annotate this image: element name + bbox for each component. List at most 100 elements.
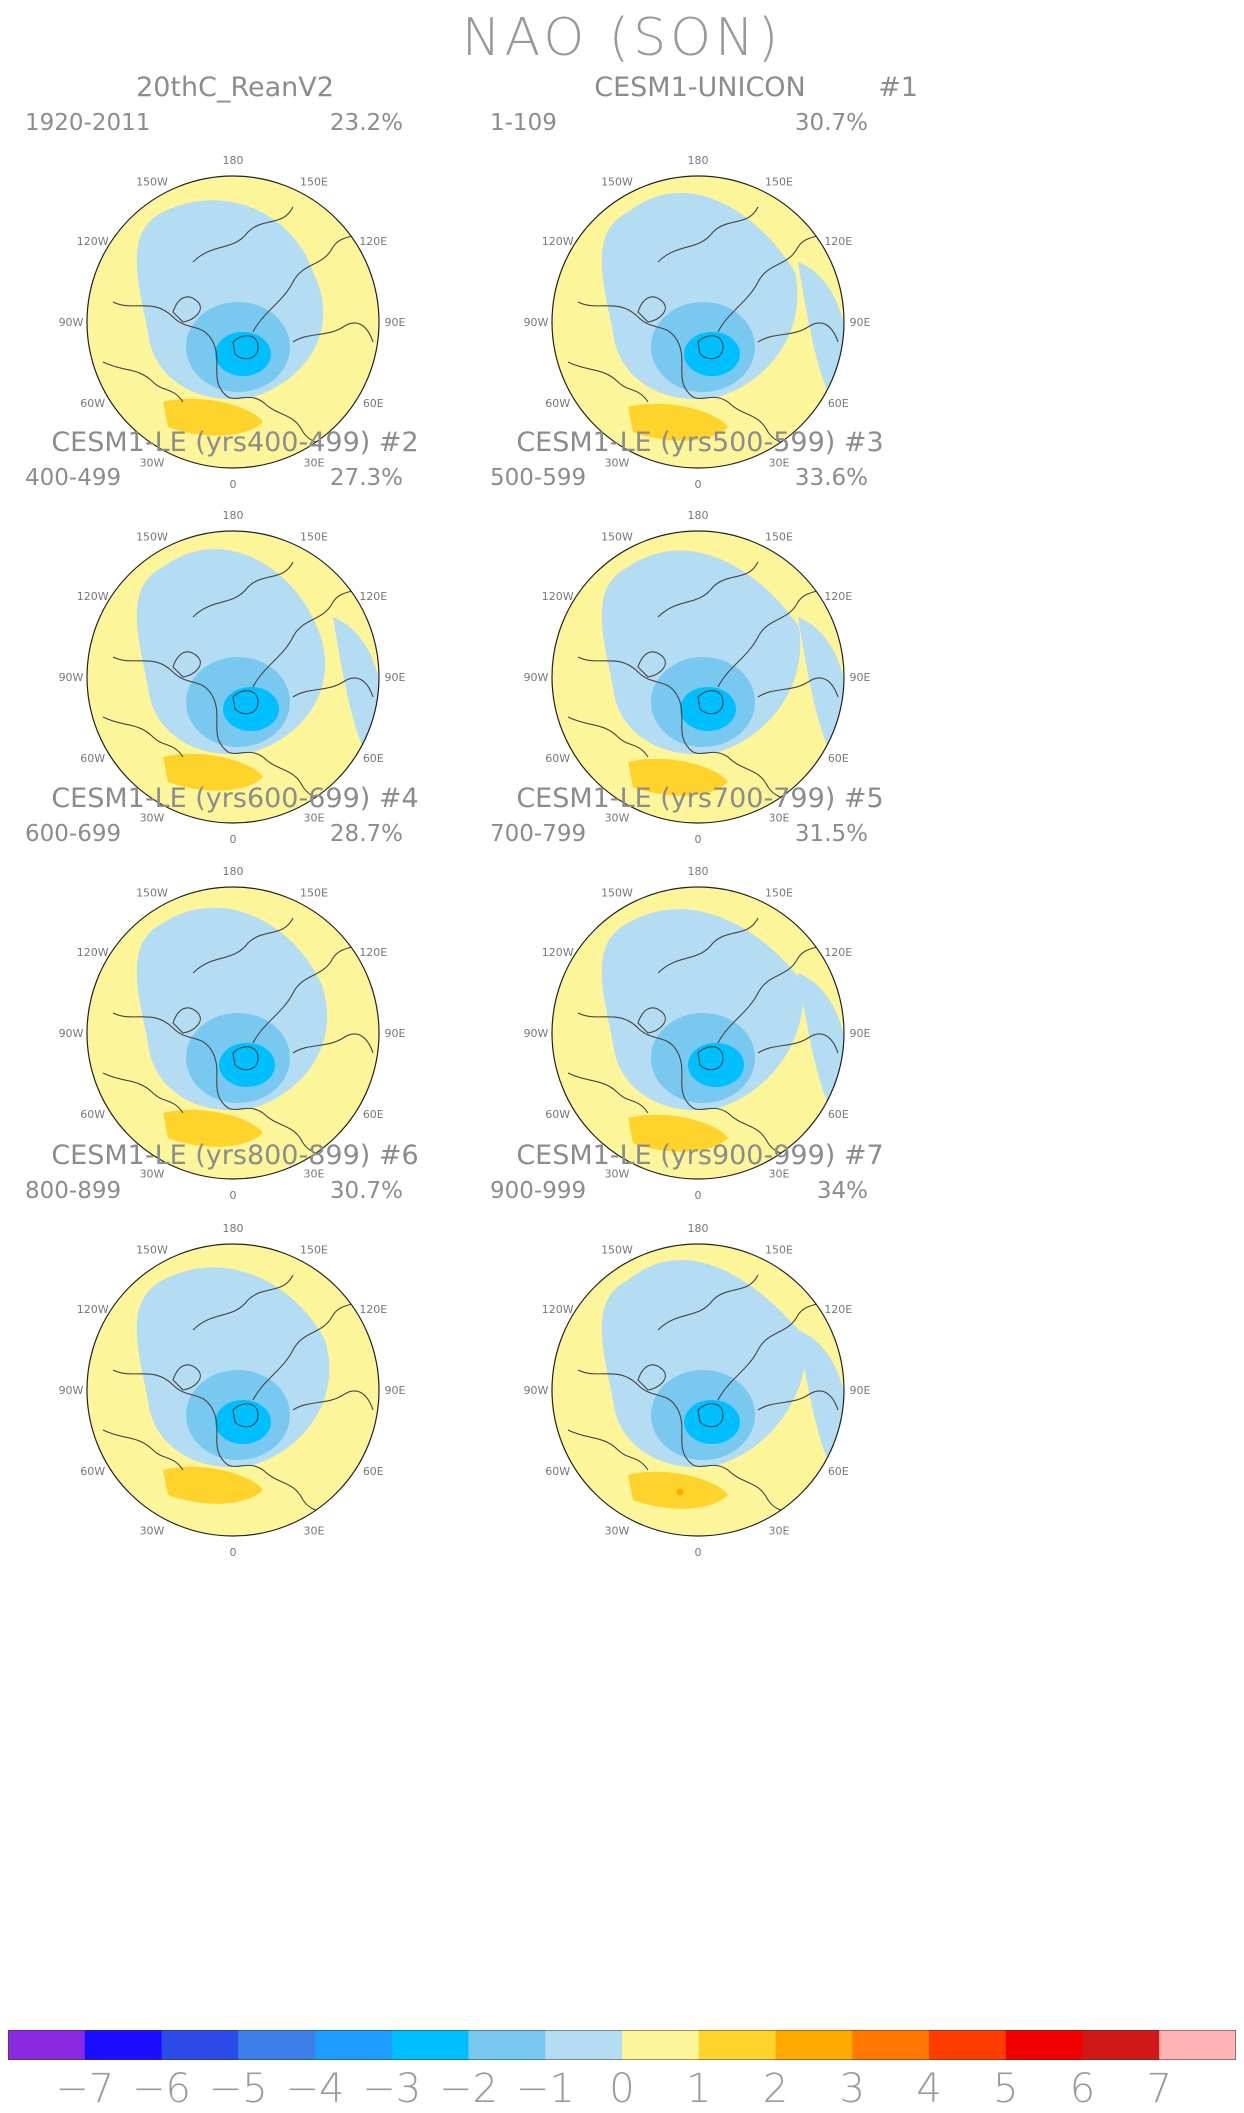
nao-panel: CESM1-UNICON #1 1-109 30.7% 180 150E 120E 90E 60…: [470, 72, 930, 542]
colorbar-tick-label: 2: [762, 2066, 789, 2112]
contour-level-plus1: [628, 1114, 728, 1152]
longitude-label: 90E: [850, 1384, 871, 1397]
longitude-label: 120E: [359, 1303, 387, 1316]
colorbar-tick-label: 7: [1146, 2066, 1172, 2112]
colorbar-tick-label: 1: [686, 2066, 712, 2112]
contour-level-plus1: [163, 1466, 263, 1504]
longitude-label: 180: [688, 509, 709, 522]
panel-title: CESM1-LE (yrs800-899) #6: [51, 1140, 419, 1171]
longitude-label: 180: [688, 1222, 709, 1235]
colorbar-tick-label: −6: [132, 2066, 191, 2112]
longitude-label: 60W: [80, 1465, 105, 1478]
longitude-label: 120W: [77, 946, 109, 959]
longitude-label: 120E: [359, 590, 387, 603]
contour-level-minus4-center: [219, 1043, 275, 1087]
contour-level-minus4-center: [215, 1400, 271, 1444]
longitude-label: 150W: [601, 531, 633, 544]
longitude-label: 60W: [545, 397, 570, 410]
panel-title: CESM1-LE (yrs400-499) #2: [51, 427, 419, 458]
colorbar-swatch: [1159, 2030, 1236, 2060]
panel-variance-explained: 30.7%: [794, 110, 868, 136]
longitude-label: 120W: [542, 1303, 574, 1316]
colorbar-swatch: [929, 2030, 1007, 2060]
longitude-label: 60E: [828, 397, 849, 410]
contour-level-minus4-center: [688, 1043, 744, 1087]
panel-title: CESM1-LE (yrs600-699) #4: [51, 783, 419, 814]
longitude-label: 150W: [136, 176, 168, 189]
panel-variance-explained: 27.3%: [329, 465, 403, 491]
longitude-label: 60E: [363, 1108, 384, 1121]
longitude-label: 60E: [363, 397, 384, 410]
longitude-label: 0: [695, 1189, 702, 1202]
map-boundary: [86, 175, 380, 469]
colorbar-swatch: [84, 2030, 162, 2060]
longitude-label: 150E: [300, 176, 328, 189]
longitude-label: 60E: [828, 1108, 849, 1121]
longitude-label: 180: [688, 154, 709, 167]
contour-level-minus4-center: [223, 687, 279, 731]
longitude-label: 90E: [385, 1027, 406, 1040]
contour-level-plus2: [676, 1488, 684, 1496]
longitude-label: 30W: [140, 1524, 165, 1537]
longitude-label: 90W: [59, 316, 84, 329]
colorbar-tick-label: 4: [916, 2066, 942, 2112]
panel-variance-explained: 23.2%: [329, 110, 403, 136]
longitude-label: 90E: [385, 671, 406, 684]
nao-panel: CESM1-LE (yrs500-599) #3 500-599 33.6% 180 1…: [470, 427, 930, 897]
longitude-label: 150E: [765, 887, 793, 900]
longitude-label: 90W: [524, 1027, 549, 1040]
contour-level-plus1: [163, 753, 263, 791]
longitude-label: 120W: [77, 235, 109, 248]
colorbar-tick-label: −2: [439, 2066, 498, 2112]
polar-map: 180 150E 120E 90E 60E 30E 0 30W 60W 90W 120W 150W: [59, 154, 406, 491]
panel-variance-explained: 33.6%: [794, 465, 868, 491]
longitude-label: 30E: [769, 811, 790, 824]
longitude-label: 30E: [304, 811, 325, 824]
colorbar-swatch: [315, 2030, 393, 2060]
longitude-label: 60W: [545, 1108, 570, 1121]
longitude-label: 120E: [359, 946, 387, 959]
longitude-label: 0: [230, 1546, 237, 1559]
longitude-label: 0: [230, 833, 237, 846]
panel-period: 700-799: [490, 821, 587, 847]
longitude-label: 150E: [765, 1244, 793, 1257]
colorbar-tick-label: −3: [362, 2066, 422, 2112]
colorbar-swatch: [1005, 2030, 1083, 2060]
longitude-label: 30E: [304, 456, 325, 469]
longitude-label: 120E: [824, 1303, 852, 1316]
longitude-label: 0: [695, 833, 702, 846]
longitude-label: 30W: [605, 811, 630, 824]
longitude-label: 30W: [140, 1167, 165, 1180]
panel-variance-explained: 31.5%: [794, 821, 868, 847]
map-boundary: [551, 1243, 845, 1537]
longitude-label: 0: [695, 1546, 702, 1559]
polar-map: 180 150E 120E 90E 60E 30E 0 30W 60W 90W 120W 150W: [59, 1222, 406, 1559]
colorbar-swatch: [775, 2030, 853, 2060]
contour-level-minus4-center: [684, 332, 740, 376]
polar-map: 180 150E 120E 90E 60E 30E 0 30W 60W 90W 120W 150W: [524, 509, 871, 846]
longitude-label: 90E: [385, 316, 406, 329]
colorbar-swatch: [1082, 2030, 1160, 2060]
longitude-label: 60E: [363, 1465, 384, 1478]
map-boundary: [551, 886, 845, 1180]
longitude-label: 150W: [601, 176, 633, 189]
panel-period: 800-899: [25, 1178, 122, 1204]
colorbar-swatch: [8, 2030, 86, 2060]
map-boundary: [551, 175, 845, 469]
colorbar-tick-label: −7: [55, 2066, 115, 2112]
figure-title: NAO (SON): [461, 8, 783, 68]
longitude-label: 180: [223, 509, 244, 522]
longitude-label: 120W: [77, 1303, 109, 1316]
contour-level-plus1: [163, 398, 263, 436]
colorbar-tick-label: −4: [285, 2066, 345, 2112]
longitude-label: 180: [223, 1222, 244, 1235]
longitude-label: 120E: [359, 235, 387, 248]
longitude-label: 60E: [828, 752, 849, 765]
contour-level-plus1: [628, 758, 728, 796]
longitude-label: 150E: [765, 176, 793, 189]
longitude-label: 60W: [80, 752, 105, 765]
longitude-label: 60W: [80, 397, 105, 410]
longitude-label: 60E: [363, 752, 384, 765]
longitude-label: 60W: [545, 752, 570, 765]
longitude-label: 90W: [524, 316, 549, 329]
